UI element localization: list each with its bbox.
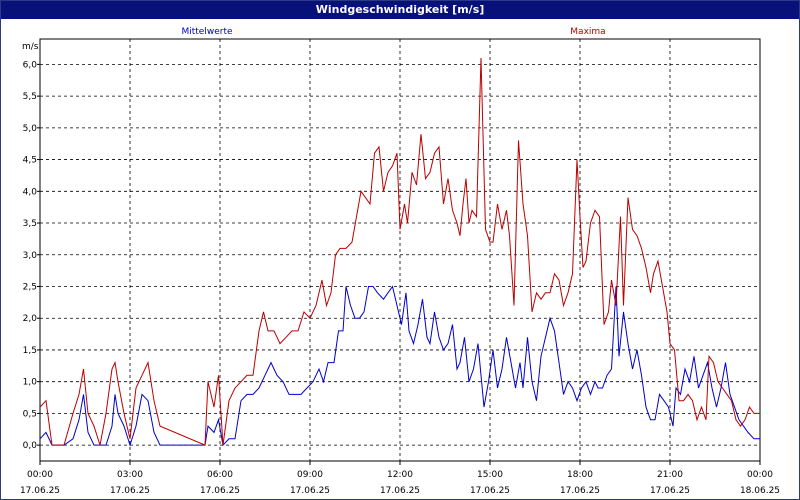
x-tick-time: 00:00 bbox=[27, 470, 53, 480]
y-tick-label: 2,0 bbox=[23, 314, 38, 324]
x-tick-date: 17.06.25 bbox=[650, 486, 690, 496]
x-tick-date: 17.06.25 bbox=[380, 486, 420, 496]
x-tick-date: 17.06.25 bbox=[470, 486, 510, 496]
x-tick-time: 06:00 bbox=[207, 470, 233, 480]
x-tick-date: 17.06.25 bbox=[110, 486, 150, 496]
legend-mittelwerte: Mittelwerte bbox=[181, 27, 232, 37]
y-tick-label: 5,5 bbox=[23, 92, 37, 102]
y-tick-label: 0,5 bbox=[23, 409, 37, 419]
window-title: Windgeschwindigkeit [m/s] bbox=[1, 1, 799, 19]
y-tick-label: 5,0 bbox=[23, 124, 38, 134]
y-tick-label: 4,0 bbox=[23, 187, 38, 197]
series-lines bbox=[39, 57, 760, 447]
series-line-mittelwerte bbox=[39, 285, 760, 447]
x-tick-time: 03:00 bbox=[117, 470, 143, 480]
x-tick-labels: 00:00 17.06.25 03:00 17.06.25 06:00 17.06.25 0… bbox=[20, 470, 780, 496]
x-tick-time: 12:00 bbox=[387, 470, 413, 480]
y-tick-label: 1,5 bbox=[23, 346, 37, 356]
y-tick-label: 4,5 bbox=[23, 156, 37, 166]
y-tick-label: 0,0 bbox=[23, 441, 38, 451]
x-tick-time: 21:00 bbox=[657, 470, 683, 480]
x-tick-time: 15:00 bbox=[477, 470, 503, 480]
y-tick-label: 1,0 bbox=[23, 378, 38, 388]
x-tick-date: 17.06.25 bbox=[20, 486, 60, 496]
x-tick-date: 17.06.25 bbox=[290, 486, 330, 496]
y-axis-label: m/s bbox=[22, 42, 39, 52]
series-line-maxima bbox=[39, 57, 760, 446]
y-tick-labels: 0,0 0,5 1,0 1,5 2,0 2,5 3,0 3,5 4,0 4,5 5,0 5,5 6,0 bbox=[23, 60, 38, 451]
x-tick-time: 00:00 bbox=[747, 470, 773, 480]
legend-maxima: Maxima bbox=[570, 27, 605, 37]
x-tick-time: 09:00 bbox=[297, 470, 323, 480]
x-tick-date: 18.06.25 bbox=[740, 486, 780, 496]
y-tick-label: 3,5 bbox=[23, 219, 37, 229]
x-tick-time: 18:00 bbox=[567, 470, 593, 480]
y-tick-label: 2,5 bbox=[23, 282, 37, 292]
grid bbox=[37, 39, 761, 465]
y-tick-label: 6,0 bbox=[23, 60, 38, 70]
x-tick-date: 17.06.25 bbox=[200, 486, 240, 496]
x-tick-date: 17.06.25 bbox=[560, 486, 600, 496]
y-tick-label: 3,0 bbox=[23, 251, 38, 261]
